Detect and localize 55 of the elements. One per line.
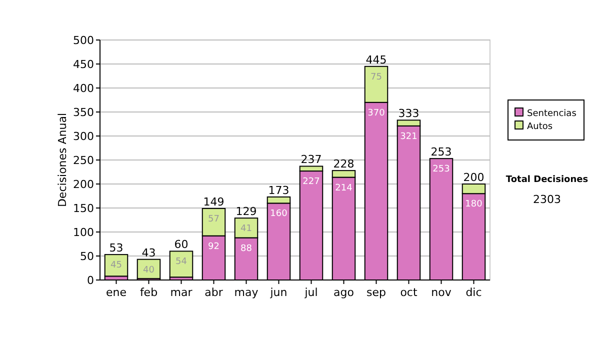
data-label: 160 (270, 209, 288, 220)
x-tick-label: abr (204, 286, 224, 299)
total-label: 333 (398, 107, 420, 120)
data-label: 57 (208, 214, 220, 224)
y-tick-label: 500 (73, 34, 94, 47)
total-label: 43 (142, 246, 156, 260)
y-tick-label: 50 (80, 250, 94, 263)
x-tick-label: nov (431, 286, 452, 299)
total-label: 60 (174, 238, 188, 252)
data-label: 88 (240, 244, 252, 254)
x-tick-label: ago (334, 286, 354, 299)
x-tick-label: may (234, 286, 259, 299)
y-tick-label: 0 (87, 274, 94, 287)
x-tick-label: jun (269, 286, 288, 299)
text: Total Decisiones (506, 175, 588, 185)
total-label: 200 (463, 171, 484, 184)
data-label: 180 (465, 200, 483, 210)
total-label: 129 (236, 205, 257, 218)
total-label: 173 (268, 184, 290, 197)
data-label: 370 (368, 108, 386, 118)
total-label: 149 (203, 195, 224, 208)
data-label: 227 (302, 177, 320, 188)
y-tick-label: 150 (73, 202, 94, 215)
data-label: 321 (400, 132, 418, 142)
x-tick-label: sep (366, 286, 386, 299)
text: 2303 (533, 193, 561, 206)
y-tick-label: 200 (73, 178, 94, 191)
x-tick-label: oct (400, 286, 418, 299)
x-tick-label: mar (170, 286, 193, 299)
data-label: 92 (208, 242, 220, 252)
total-label: 445 (366, 53, 387, 66)
y-tick-label: 100 (73, 226, 94, 239)
data-label: 214 (335, 183, 353, 194)
y-tick-label: 350 (73, 106, 94, 119)
x-tick-label: ene (106, 286, 127, 299)
data-label: 75 (370, 72, 382, 82)
x-tick-label: dic (466, 286, 482, 299)
y-tick-label: 300 (73, 130, 94, 143)
y-axis-title: Decisiones Anual (56, 112, 69, 208)
y-tick-label: 250 (73, 154, 94, 167)
data-label: 253 (432, 164, 450, 175)
data-label: 40 (143, 265, 155, 276)
legend-label: Sentencias (527, 109, 577, 119)
total-label: 253 (430, 146, 452, 159)
data-label: 54 (176, 257, 188, 268)
total-label: 228 (333, 158, 354, 171)
x-tick-label: jul (304, 286, 318, 299)
y-tick-label: 450 (73, 58, 94, 71)
total-label: 53 (109, 242, 124, 255)
data-label: 41 (240, 224, 252, 234)
legend-label: Autos (527, 122, 553, 132)
y-tick-label: 400 (73, 82, 94, 95)
x-tick-label: feb (140, 286, 158, 299)
data-label: 45 (110, 260, 122, 271)
total-label: 237 (300, 153, 322, 166)
